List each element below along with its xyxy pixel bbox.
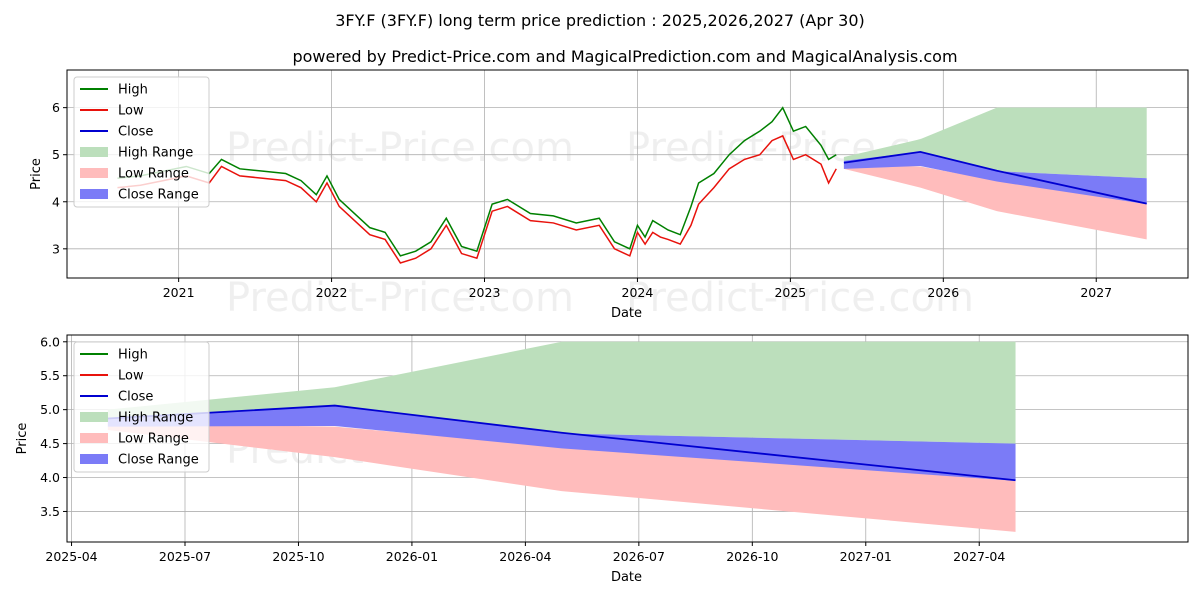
x-axis-label: Date [611, 570, 642, 585]
legend-label: High [118, 83, 148, 98]
legend-label: Close Range [118, 188, 199, 203]
y-tick-label: 3.5 [40, 504, 60, 519]
y-tick-label: 3 [52, 241, 60, 256]
low-price-line [117, 134, 837, 264]
close-forecast-line [843, 150, 1147, 205]
watermark-text: Predict-Price.com [226, 125, 574, 171]
low-range-band [843, 164, 1147, 240]
axes-frame [66, 334, 1189, 543]
watermark-text: Predict-Price.com [626, 275, 974, 321]
close-range-band [843, 151, 1147, 205]
x-tick-label: 2026-10 [726, 549, 778, 564]
x-tick-label: 2026-04 [499, 549, 551, 564]
chart-subtitle: powered by Predict-Price.com and Magical… [292, 47, 957, 66]
plot-area [107, 341, 1016, 532]
x-tick-label: 2027-04 [953, 549, 1005, 564]
chart-title: 3FY.F (3FY.F) long term price prediction… [335, 11, 865, 30]
legend-label: High Range [118, 411, 193, 426]
close-range-band [107, 405, 1016, 481]
high-price-line [117, 106, 837, 257]
top-panel: Predict-Price.com Predict-Price.com Predic… [29, 69, 1189, 321]
high-range-band [843, 107, 1147, 179]
axes-frame [66, 69, 1189, 279]
y-axis-label: Price [15, 423, 30, 455]
y-tick-label: 6.0 [40, 334, 60, 349]
legend-label: Close [118, 125, 153, 140]
x-tick-label: 2026-07 [613, 549, 665, 564]
high-range-band [107, 341, 1016, 444]
legend-close-range-patch [80, 454, 108, 464]
y-axis-label: Price [29, 158, 44, 190]
legend-low-range-patch [80, 433, 108, 443]
y-tick-label: 6 [52, 100, 60, 115]
x-tick-label: 2027 [1080, 285, 1112, 300]
legend-high-range-patch [80, 147, 108, 157]
legend-label: Low [118, 104, 144, 119]
x-tick-label: 2026-01 [386, 549, 438, 564]
plot-area [117, 106, 1147, 264]
legend-close-range-patch [80, 189, 108, 199]
y-tick-label: 4.0 [40, 470, 60, 485]
legend-label: High Range [118, 146, 193, 161]
legend-label: Low Range [118, 167, 189, 182]
legend-label: Low [118, 369, 144, 384]
legend-label: Low Range [118, 432, 189, 447]
legend-label: Close [118, 390, 153, 405]
watermark-text: Predict-Price.com [226, 275, 574, 321]
y-tick-label: 5.0 [40, 402, 60, 417]
legend: High Low Close High Range Low Range Close Ran… [73, 76, 210, 208]
x-tick-label: 2021 [163, 285, 195, 300]
y-tick-label: 5 [52, 147, 60, 162]
legend-label: Close Range [118, 453, 199, 468]
legend: High Low Close High Range Low Range Close Ran… [73, 341, 210, 473]
x-tick-label: 2026 [927, 285, 959, 300]
close-forecast-line [107, 404, 1016, 482]
y-tick-label: 5.5 [40, 368, 60, 383]
low-range-band [107, 423, 1016, 532]
x-tick-label: 2025-10 [272, 549, 324, 564]
x-tick-label: 2025 [774, 285, 806, 300]
x-tick-label: 2025-07 [159, 549, 211, 564]
y-tick-label: 4.5 [40, 436, 60, 451]
legend-low-range-patch [80, 168, 108, 178]
x-tick-label: 2022 [316, 285, 348, 300]
y-tick-label: 4 [52, 194, 60, 209]
legend-high-range-patch [80, 412, 108, 422]
bottom-panel: Predict-Price.comPredict-Price.com2025-0… [15, 334, 1189, 585]
x-tick-label: 2024 [622, 285, 654, 300]
legend-label: High [118, 348, 148, 363]
x-tick-label: 2027-01 [840, 549, 892, 564]
x-tick-label: 2025-04 [45, 549, 97, 564]
x-tick-label: 2023 [469, 285, 501, 300]
x-axis-label: Date [611, 306, 642, 321]
